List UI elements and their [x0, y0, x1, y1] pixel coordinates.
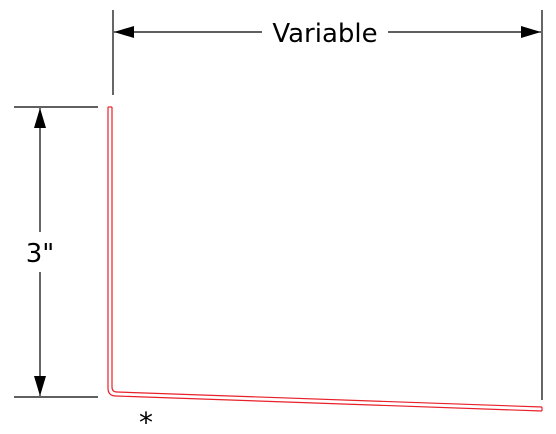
width-dimension-label: Variable	[272, 19, 377, 49]
height-dimension: 3"	[26, 108, 55, 396]
note-asterisk: *	[139, 406, 153, 434]
width-dimension: Variable	[114, 19, 541, 49]
width-arrowhead-right	[521, 26, 541, 38]
height-dimension-label: 3"	[26, 239, 55, 269]
height-arrowhead-top	[34, 108, 46, 128]
width-arrowhead-left	[114, 26, 134, 38]
flashing-profile	[107, 106, 543, 412]
flashing-profile-inner-edge	[111, 107, 543, 408]
height-arrowhead-bottom	[34, 376, 46, 396]
flashing-profile-outer-edge	[107, 107, 543, 412]
